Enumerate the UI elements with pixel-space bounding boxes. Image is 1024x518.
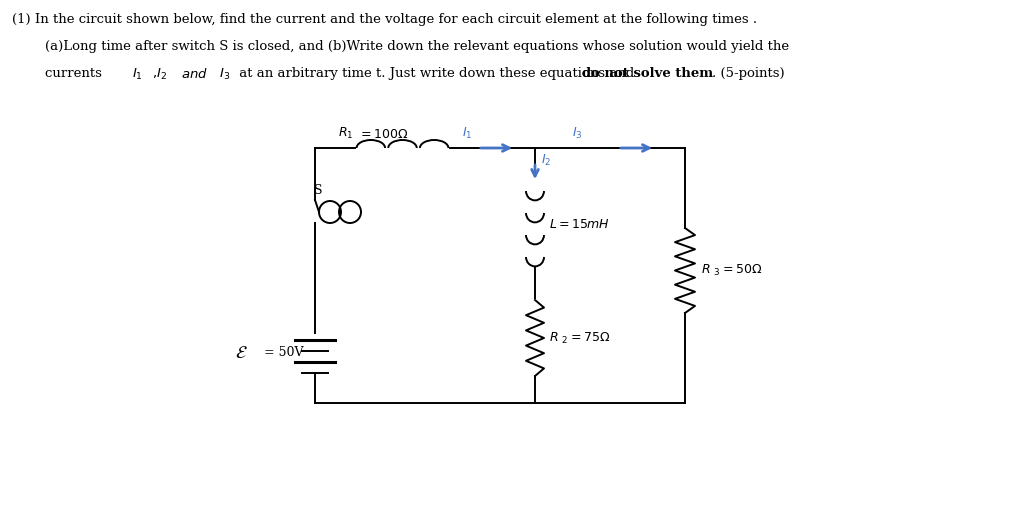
Text: $I_2$: $I_2$ xyxy=(541,153,551,168)
Text: $\mathcal{E}$: $\mathcal{E}$ xyxy=(234,344,248,362)
Text: currents: currents xyxy=(45,67,106,80)
Text: = 50V: = 50V xyxy=(260,347,303,359)
Text: $R_1$: $R_1$ xyxy=(338,126,353,141)
Text: $I_3$: $I_3$ xyxy=(215,67,230,82)
Text: (a)Long time after switch S is closed, and (b)Write down the relevant equations : (a)Long time after switch S is closed, a… xyxy=(45,40,790,53)
Text: ,$I_2$: ,$I_2$ xyxy=(152,67,167,82)
Text: $L=15mH$: $L=15mH$ xyxy=(549,218,610,231)
Text: $=100\Omega$: $=100\Omega$ xyxy=(358,128,409,141)
Text: $I_3$: $I_3$ xyxy=(572,126,583,141)
Text: $R\ _3=50\Omega$: $R\ _3=50\Omega$ xyxy=(701,263,762,278)
Text: do not solve them: do not solve them xyxy=(582,67,713,80)
Text: S: S xyxy=(314,184,323,197)
Text: $I_1$: $I_1$ xyxy=(132,67,143,82)
Text: $R\ _2=75\Omega$: $R\ _2=75\Omega$ xyxy=(549,330,610,346)
Text: $I_1$: $I_1$ xyxy=(462,126,472,141)
Text: $and$: $and$ xyxy=(177,67,208,81)
Text: (1) In the circuit shown below, find the current and the voltage for each circui: (1) In the circuit shown below, find the… xyxy=(12,13,757,26)
Text: . (5-points): . (5-points) xyxy=(712,67,784,80)
Text: at an arbitrary time t. Just write down these equations and: at an arbitrary time t. Just write down … xyxy=(234,67,639,80)
